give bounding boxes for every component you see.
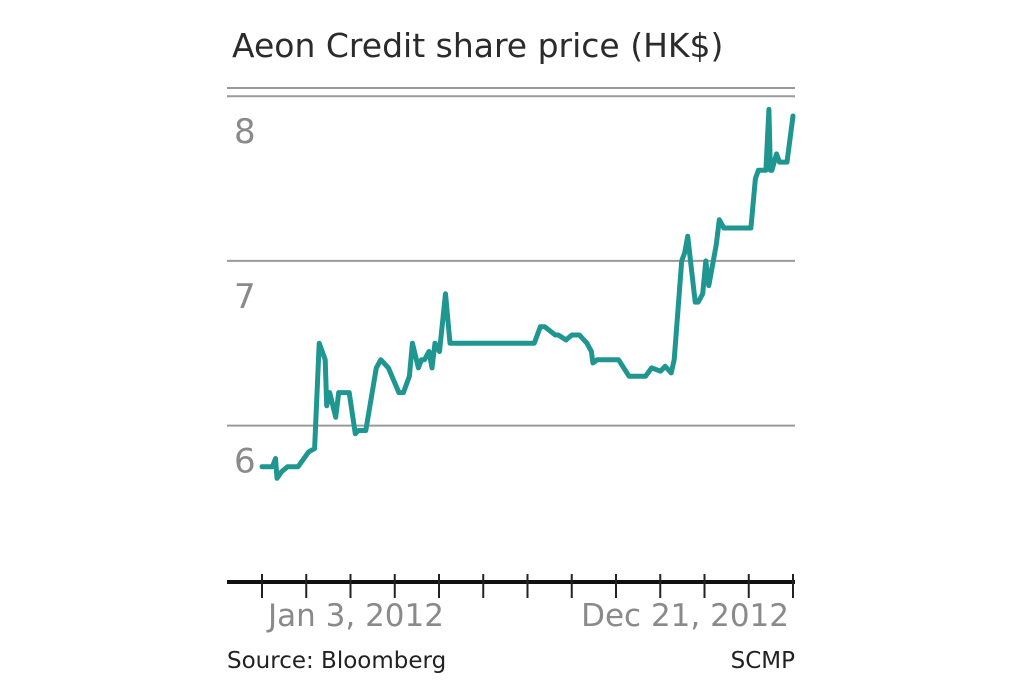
- y-tick-label-7: 7: [234, 277, 256, 317]
- credit-note: SCMP: [731, 648, 796, 674]
- y-tick-label-6: 6: [234, 442, 256, 482]
- y-tick-label-8: 8: [234, 112, 256, 152]
- price-series-line: [259, 106, 796, 481]
- x-tick-label-end: Dec 21, 2012: [581, 598, 789, 634]
- chart-title: Aeon Credit share price (HK$): [232, 26, 723, 65]
- series-area: [259, 106, 796, 481]
- x-tick-label-start: Jan 3, 2012: [266, 598, 444, 634]
- gridlines: [227, 87, 795, 427]
- x-axis-ticks: Jan 3, 2012 Dec 21, 2012: [261, 574, 794, 634]
- y-axis-ticks: 6 7 8: [234, 112, 256, 481]
- source-note: Source: Bloomberg: [227, 648, 446, 674]
